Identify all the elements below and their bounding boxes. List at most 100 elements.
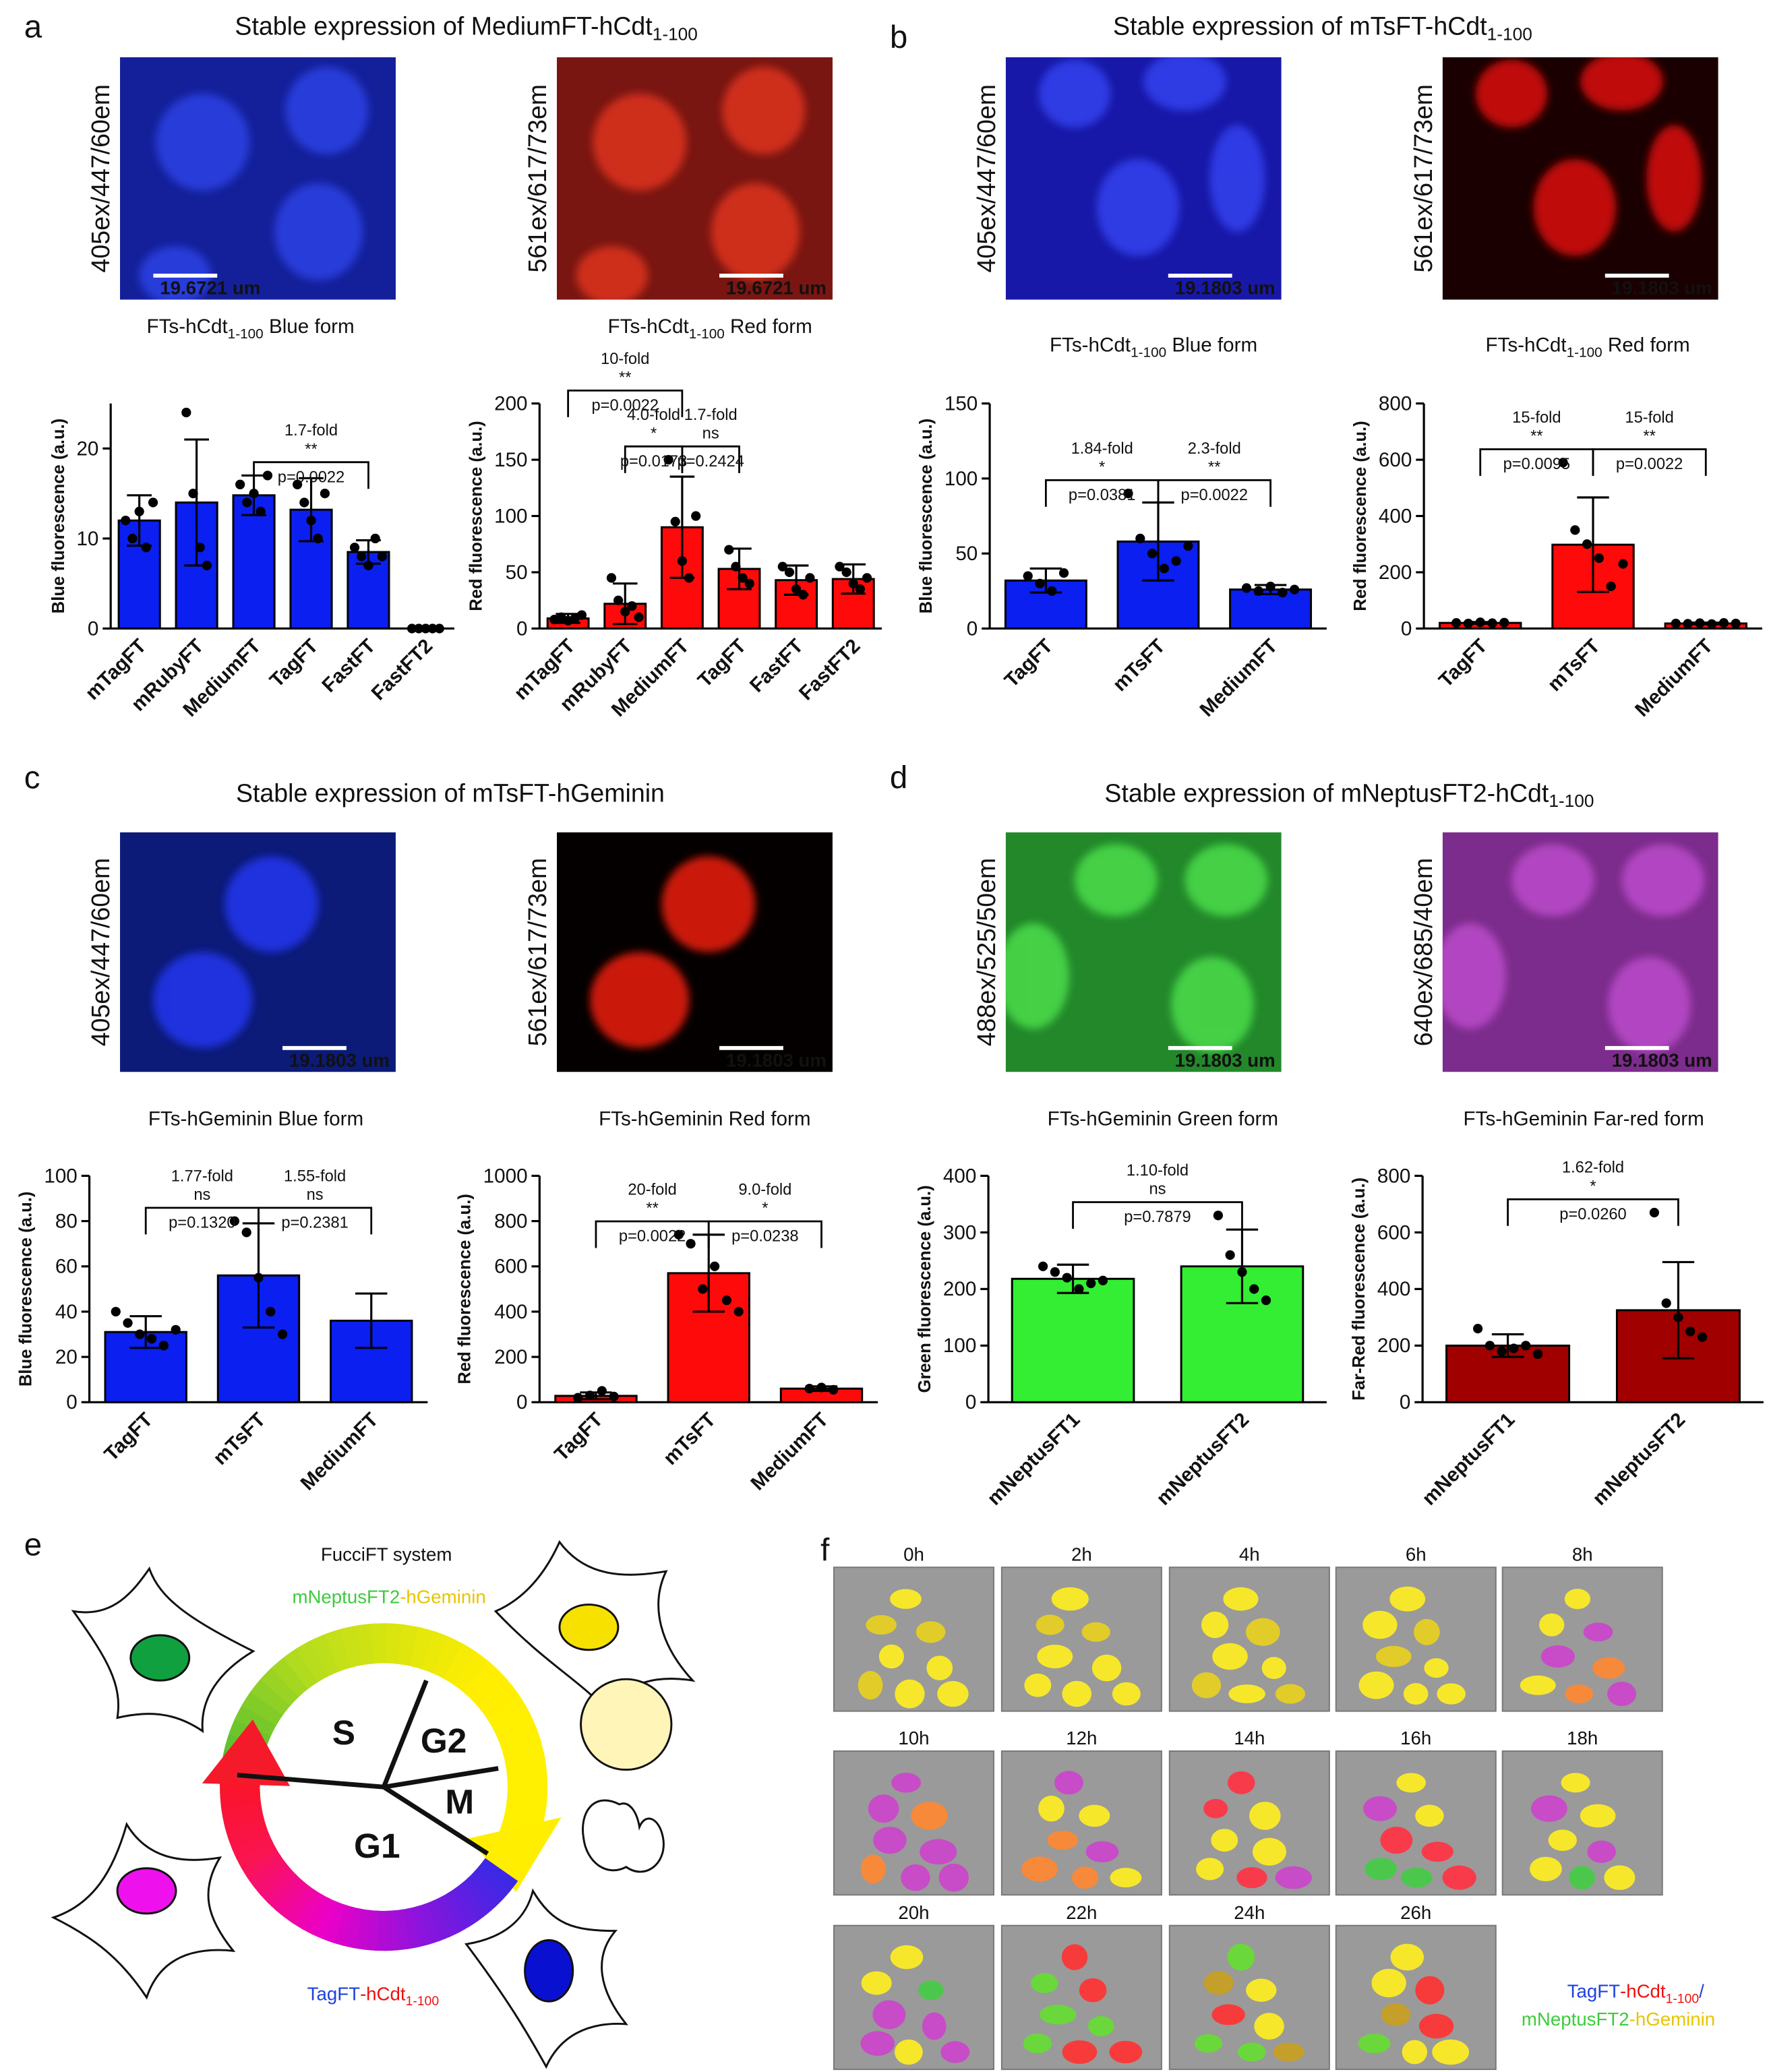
micrograph: 19.6721 um bbox=[120, 57, 396, 300]
nucleus bbox=[1024, 1673, 1052, 1697]
nucleus bbox=[860, 2031, 895, 2056]
fold-label: 9.0-fold bbox=[738, 1181, 791, 1198]
diagram-label: TagFT-hCdt1-100 bbox=[307, 1983, 440, 2009]
x-tick-label: mTsFT bbox=[209, 1409, 270, 1469]
data-point bbox=[1671, 618, 1681, 629]
text-part: Red form bbox=[1602, 334, 1690, 357]
data-point bbox=[1035, 578, 1045, 588]
p-value-label: p=0.0173 bbox=[620, 453, 687, 470]
data-point bbox=[123, 1318, 133, 1328]
data-point bbox=[1649, 1207, 1659, 1218]
y-tick-label: 200 bbox=[943, 1278, 976, 1300]
phase-line bbox=[382, 1785, 489, 1856]
nucleus bbox=[1646, 125, 1702, 232]
y-tick-label: 20 bbox=[76, 437, 98, 460]
x-tick-label: TagFT bbox=[694, 635, 751, 692]
text-part: FTs-hGeminin Red form bbox=[599, 1107, 810, 1130]
nucleus bbox=[285, 67, 369, 154]
y-tick-label: 400 bbox=[1377, 1278, 1410, 1300]
p-value-label: p=0.0022 bbox=[278, 468, 344, 486]
nucleus bbox=[1062, 1680, 1092, 1707]
data-point bbox=[576, 610, 587, 620]
scale-label: 19.1803 um bbox=[1612, 278, 1712, 299]
data-point bbox=[181, 407, 191, 418]
nucleus bbox=[858, 1670, 883, 1700]
data-point bbox=[805, 573, 815, 583]
nucleus bbox=[1040, 2005, 1077, 2025]
text-part: -hCdt bbox=[1620, 1980, 1666, 2001]
nucleus bbox=[1211, 2004, 1245, 2025]
chart-title: FTs-hCdt1-100 Blue form bbox=[1050, 334, 1257, 361]
nucleus bbox=[890, 1589, 922, 1609]
time-label: 22h bbox=[1066, 1902, 1097, 1923]
nucleus bbox=[861, 1971, 892, 1995]
data-point bbox=[146, 1334, 157, 1344]
nucleus bbox=[1185, 844, 1268, 917]
dividing-cell bbox=[582, 1799, 665, 1873]
nucleus bbox=[1081, 1622, 1110, 1642]
data-point bbox=[1050, 1267, 1060, 1277]
data-point bbox=[1159, 563, 1169, 574]
diagram-label: mNeptusFT2-hGeminin bbox=[292, 1587, 485, 1608]
nucleus bbox=[153, 952, 253, 1048]
nucleus bbox=[1079, 1804, 1110, 1827]
data-point bbox=[171, 1324, 181, 1335]
data-point bbox=[306, 516, 316, 526]
nucleus bbox=[1530, 1856, 1562, 1881]
data-point bbox=[357, 551, 367, 561]
nucleus bbox=[1365, 1858, 1398, 1881]
p-value-label: p=0.0381 bbox=[1069, 487, 1135, 504]
time-label: 14h bbox=[1234, 1728, 1265, 1748]
error-bar bbox=[1577, 496, 1609, 593]
data-point bbox=[313, 533, 323, 544]
data-point bbox=[370, 533, 380, 544]
nucleus bbox=[1261, 1657, 1286, 1679]
nucleus bbox=[1565, 1684, 1594, 1704]
data-point bbox=[673, 1229, 684, 1240]
data-point bbox=[253, 1273, 264, 1283]
y-tick-label: 800 bbox=[1377, 1165, 1410, 1187]
data-point bbox=[1047, 586, 1057, 596]
data-point bbox=[634, 612, 644, 622]
data-point bbox=[784, 567, 795, 578]
comparison-bracket bbox=[567, 389, 684, 417]
channel-label: 561ex/617/73em bbox=[523, 858, 551, 1047]
data-point bbox=[791, 584, 802, 595]
nucleus bbox=[1075, 844, 1158, 917]
panel-heading: Stable expression of mNeptusFT2-hCdt1-10… bbox=[1104, 779, 1594, 811]
nucleus bbox=[918, 1980, 944, 2001]
fold-label: 15-fold bbox=[1512, 409, 1561, 427]
channel-label: 405ex/447/60em bbox=[86, 858, 115, 1047]
y-tick-label: 150 bbox=[494, 449, 527, 471]
data-point bbox=[1249, 1284, 1259, 1294]
time-label: 8h bbox=[1572, 1544, 1593, 1564]
legend-label: TagFT-hCdt1-100/ bbox=[1567, 1980, 1704, 2006]
data-point bbox=[829, 1384, 839, 1395]
nucleus bbox=[1021, 1856, 1058, 1882]
data-point bbox=[1661, 1298, 1671, 1308]
bar bbox=[1011, 1277, 1135, 1403]
significance-label: ns bbox=[702, 425, 719, 442]
y-tick-label: 400 bbox=[1379, 505, 1412, 527]
nucleus bbox=[1418, 2013, 1454, 2039]
significance-label: ** bbox=[1530, 428, 1542, 446]
nucleus bbox=[868, 1794, 899, 1823]
fold-label: 1.55-fold bbox=[284, 1167, 346, 1185]
p-value-label: p=0.2381 bbox=[281, 1214, 348, 1231]
y-tick-label: 10 bbox=[76, 528, 98, 550]
p-value-label: p=0.7879 bbox=[1124, 1209, 1191, 1226]
data-point bbox=[1261, 1296, 1271, 1306]
nucleus bbox=[590, 952, 690, 1048]
data-point bbox=[724, 545, 734, 555]
nucleus bbox=[1038, 1796, 1065, 1822]
nucleus bbox=[1091, 1654, 1122, 1682]
y-tick-label: 600 bbox=[1379, 449, 1412, 471]
nucleus bbox=[922, 2012, 947, 2040]
nucleus bbox=[872, 2000, 906, 2030]
nucleus bbox=[1031, 1973, 1058, 1993]
phase-label: G2 bbox=[421, 1721, 467, 1760]
p-value-label: p=0.0022 bbox=[592, 397, 659, 415]
time-label: 24h bbox=[1234, 1902, 1265, 1923]
time-label: 20h bbox=[898, 1902, 929, 1923]
nucleus bbox=[1442, 923, 1506, 1029]
